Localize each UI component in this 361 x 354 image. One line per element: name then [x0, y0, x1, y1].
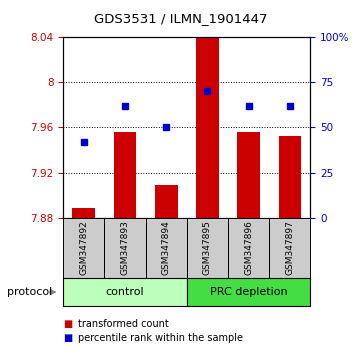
Text: GSM347896: GSM347896: [244, 220, 253, 275]
Text: GSM347897: GSM347897: [285, 220, 294, 275]
Bar: [237, 132, 260, 218]
Bar: [63, 278, 187, 306]
Bar: [73, 207, 95, 218]
Text: GSM347893: GSM347893: [121, 220, 130, 275]
Text: GDS3531 / ILMN_1901447: GDS3531 / ILMN_1901447: [94, 12, 267, 25]
Text: protocol: protocol: [7, 287, 52, 297]
Text: transformed count: transformed count: [78, 319, 168, 329]
Bar: [63, 218, 104, 278]
Bar: [196, 37, 219, 218]
Text: GSM347892: GSM347892: [79, 221, 88, 275]
Bar: [114, 132, 136, 218]
Bar: [228, 218, 269, 278]
Bar: [269, 218, 310, 278]
Bar: [104, 218, 145, 278]
Text: ■: ■: [63, 333, 73, 343]
Text: GSM347895: GSM347895: [203, 220, 212, 275]
Bar: [155, 185, 178, 218]
Bar: [187, 218, 228, 278]
Text: PRC depletion: PRC depletion: [210, 287, 287, 297]
Text: ■: ■: [63, 319, 73, 329]
Bar: [145, 218, 187, 278]
Text: GSM347894: GSM347894: [162, 221, 171, 275]
Bar: [279, 136, 301, 218]
Text: percentile rank within the sample: percentile rank within the sample: [78, 333, 243, 343]
Text: control: control: [106, 287, 144, 297]
Bar: [187, 278, 310, 306]
